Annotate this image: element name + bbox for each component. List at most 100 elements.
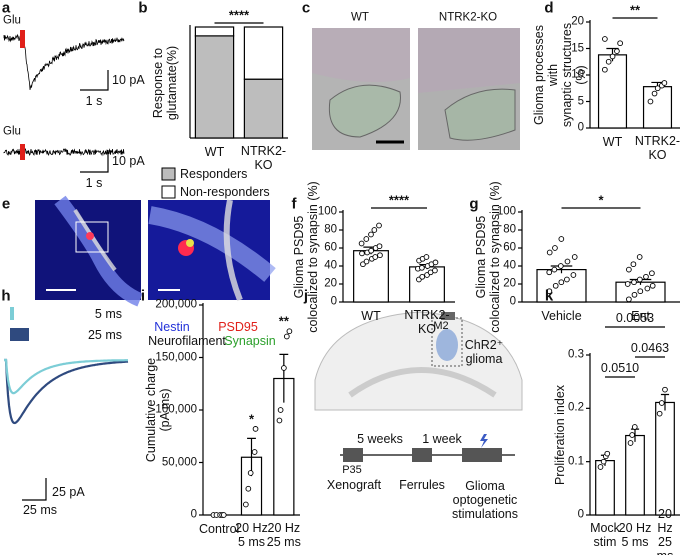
y-tick-label: 40 — [324, 259, 337, 272]
data-point — [358, 240, 365, 247]
data-point — [658, 400, 665, 406]
inset-box — [75, 221, 109, 253]
data-point — [617, 40, 623, 47]
data-point — [546, 269, 553, 276]
stain-label: PSD95 — [218, 320, 258, 334]
bar-segment — [243, 78, 284, 139]
data-point — [286, 328, 293, 335]
scale-label: 10 pA — [112, 73, 145, 87]
y-tick-label: 0 — [190, 508, 197, 521]
legend-label: 25 ms — [87, 328, 122, 342]
stimulus-mark — [20, 144, 25, 160]
error-bar — [247, 437, 256, 477]
y-tick-label: 0 — [330, 295, 337, 308]
data-point — [546, 288, 553, 295]
panel-letter: f — [291, 195, 297, 213]
em-glioma-process — [328, 84, 401, 138]
y-tick-label: 200,000 — [155, 298, 197, 311]
bar — [536, 269, 587, 303]
panel-letter: h — [1, 287, 11, 305]
y-tick-label: 100 — [317, 205, 337, 218]
data-point — [609, 53, 616, 60]
brain-structure — [348, 367, 497, 398]
y-tick-label: 0.2 — [568, 401, 584, 414]
y-axis-label: Glioma PSD95 colocalized to synapsin (%) — [474, 181, 502, 333]
y-tick-label: 50,000 — [161, 456, 197, 469]
data-point — [377, 252, 383, 259]
timeline-step — [343, 448, 363, 462]
data-point — [372, 254, 379, 260]
x-tick-label: Vehicle — [541, 309, 582, 323]
em-presynaptic — [418, 28, 520, 93]
data-point — [626, 266, 632, 273]
data-point — [564, 258, 571, 265]
y-tick-label: 0 — [577, 508, 584, 521]
y-tick-label: 20 — [503, 277, 516, 290]
timeline-label: Ferrules — [399, 478, 445, 492]
data-point — [643, 273, 649, 280]
data-point — [570, 272, 577, 278]
data-point — [363, 236, 370, 242]
data-point — [419, 273, 426, 280]
significance: * — [248, 411, 255, 427]
y-tick-label: 40 — [503, 259, 516, 272]
x-tick-label: 20 Hz 5 ms — [235, 521, 268, 549]
panel-letter: b — [138, 0, 148, 17]
data-point — [368, 231, 374, 238]
y-axis-label: Proliferation index — [553, 384, 567, 486]
stim-25ms — [10, 328, 29, 341]
glioma-label: ChR2⁺ glioma — [464, 338, 504, 366]
data-point — [552, 245, 558, 251]
data-point — [649, 282, 656, 289]
timeline-step — [462, 448, 502, 462]
panel-letter: e — [1, 195, 11, 213]
timeline-label: P35 — [342, 463, 362, 476]
y-tick-label: 100 — [496, 205, 516, 218]
region-label: M2 — [433, 319, 449, 332]
data-point — [283, 333, 290, 340]
y-tick-label: 20 — [324, 277, 337, 290]
y-tick-label: 0 — [577, 121, 584, 134]
data-point — [220, 512, 227, 518]
panel-letter: k — [544, 287, 554, 305]
neurofilament-signal — [223, 199, 243, 302]
data-point — [629, 432, 636, 438]
scale-bar — [80, 150, 109, 173]
stain-label: Nestin — [154, 320, 190, 334]
y-tick-label: 0 — [509, 295, 516, 308]
data-point — [551, 266, 558, 273]
data-point — [630, 261, 637, 268]
data-point — [627, 440, 634, 446]
data-point — [251, 449, 258, 455]
data-point — [662, 386, 668, 393]
y-tick-label: 0.3 — [568, 348, 584, 361]
x-tick-label: NTRK2- KO — [404, 308, 450, 336]
x-tick-label: NTRK2- KO — [240, 144, 287, 172]
data-point — [571, 254, 578, 260]
y-tick-label: 60 — [503, 241, 516, 254]
y-axis-label: Glioma PSD95 colocalized to synapsin (%) — [292, 181, 320, 333]
significance: ** — [629, 2, 641, 18]
significance: **** — [228, 7, 250, 23]
data-point — [281, 365, 287, 371]
x-tick-label: 20 Hz 25 ms — [657, 507, 674, 555]
image-label: NTRK2-KO — [438, 11, 498, 24]
x-tick-label: 20 Hz 25 ms — [266, 521, 301, 549]
data-point — [631, 291, 638, 298]
timeline-step — [412, 448, 432, 462]
timeline-label: 1 week — [422, 432, 462, 446]
data-point — [644, 285, 651, 292]
data-point — [631, 424, 638, 430]
region-box — [431, 317, 463, 367]
significance: ** — [278, 313, 289, 329]
psd95-signal — [86, 232, 94, 240]
data-point — [647, 98, 654, 105]
stimulus-label: Glu — [3, 125, 21, 138]
x-tick-label: Ent — [631, 309, 650, 323]
legend-swatch — [161, 167, 176, 181]
data-point — [432, 267, 438, 274]
data-point — [368, 247, 374, 254]
data-point — [363, 258, 370, 265]
